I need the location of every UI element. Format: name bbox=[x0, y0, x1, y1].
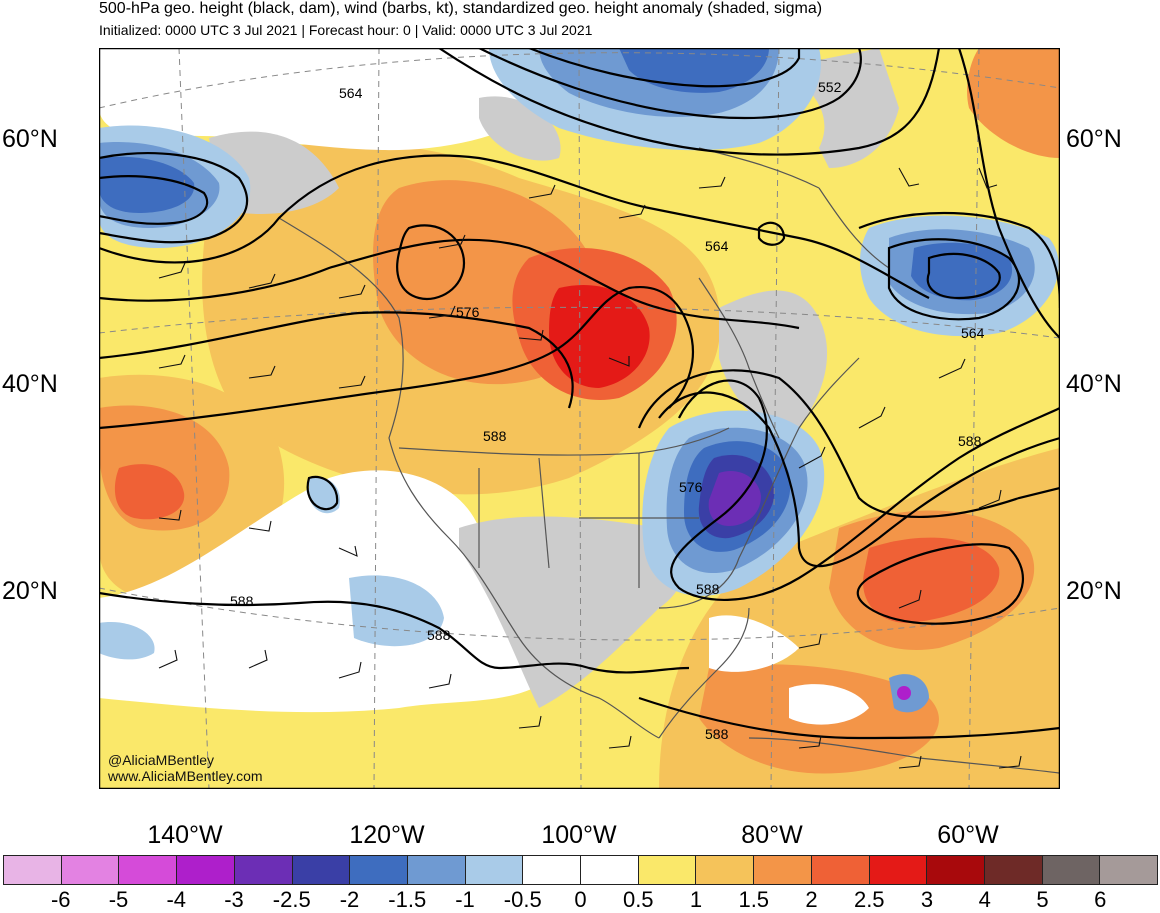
colorbar-tick-label: 5 bbox=[1036, 887, 1049, 912]
wind-barbs bbox=[158, 167, 1022, 769]
colorbar-tick-label: 2 bbox=[805, 887, 818, 912]
lat-label-right: 20°N bbox=[1066, 577, 1122, 605]
lon-label: 80°W bbox=[741, 821, 803, 849]
lat-label-right: 60°N bbox=[1066, 125, 1122, 153]
map-panel: 564 552 564 576 564 588 588 576 588 588 … bbox=[99, 48, 1060, 789]
neutral-anomaly-shading bbox=[99, 48, 869, 725]
contour-label: 588 bbox=[696, 581, 720, 597]
colorbar bbox=[3, 855, 1158, 885]
chart-subtitle: Initialized: 0000 UTC 3 Jul 2021 | Forec… bbox=[99, 22, 593, 38]
colorbar-swatch bbox=[350, 856, 408, 884]
colorbar-swatch bbox=[754, 856, 812, 884]
colorbar-swatch bbox=[465, 856, 524, 884]
colorbar-tick-label: 6 bbox=[1094, 887, 1107, 912]
colorbar-swatch bbox=[1100, 856, 1158, 884]
colorbar-swatch bbox=[292, 856, 351, 884]
colorbar-tick-label: -1.5 bbox=[388, 887, 427, 912]
contour-label: 576 bbox=[456, 304, 480, 320]
colorbar-swatch bbox=[811, 856, 870, 884]
colorbar-swatch bbox=[927, 856, 985, 884]
credit-website: www.AliciaMBentley.com bbox=[108, 768, 263, 784]
colorbar-tick-label: 0.5 bbox=[622, 887, 654, 912]
colorbar-swatch bbox=[1042, 856, 1101, 884]
colorbar-swatch bbox=[177, 856, 235, 884]
contour-label: 588 bbox=[427, 627, 451, 643]
colorbar-swatch bbox=[407, 856, 466, 884]
contour-label: 552 bbox=[818, 79, 842, 95]
contour-labels: 564 552 564 576 564 588 588 576 588 588 … bbox=[230, 79, 985, 742]
contour-label: 588 bbox=[958, 433, 982, 449]
colorbar-swatch bbox=[696, 856, 755, 884]
map-border bbox=[99, 48, 1060, 789]
negative-anomaly-shading bbox=[99, 48, 1059, 713]
colorbar-swatch bbox=[581, 856, 639, 884]
colorbar-tick-label: 0 bbox=[574, 887, 587, 912]
lat-label-left: 60°N bbox=[2, 125, 58, 153]
contour-label: 588 bbox=[705, 726, 729, 742]
colorbar-swatch bbox=[119, 856, 178, 884]
contour-label: 564 bbox=[961, 325, 985, 341]
colorbar-tick-label: -4 bbox=[166, 887, 187, 912]
colorbar-swatch bbox=[638, 856, 697, 884]
colorbar-tick-label: -2 bbox=[339, 887, 360, 912]
colorbar-swatch bbox=[869, 856, 928, 884]
contour-label: 564 bbox=[339, 85, 363, 101]
colorbar-tick-label: -0.5 bbox=[503, 887, 542, 912]
lon-label: 60°W bbox=[937, 821, 999, 849]
colorbar-swatch bbox=[61, 856, 120, 884]
colorbar-swatch bbox=[523, 856, 582, 884]
contour-label: 588 bbox=[230, 593, 254, 609]
credit-handle: @AliciaMBentley bbox=[108, 752, 215, 768]
colorbar-tick-label: 4 bbox=[978, 887, 991, 912]
colorbar-tick-label: -1 bbox=[455, 887, 475, 912]
lat-label-left: 40°N bbox=[2, 370, 58, 398]
colorbar-swatch bbox=[4, 856, 62, 884]
chart-title: 500-hPa geo. height (black, dam), wind (… bbox=[99, 0, 823, 17]
lat-label-left: 20°N bbox=[2, 577, 58, 605]
lon-label: 140°W bbox=[147, 821, 223, 849]
colorbar-tick-label: 1 bbox=[689, 887, 703, 912]
height-contours bbox=[99, 48, 1060, 740]
colorbar-swatch bbox=[984, 856, 1043, 884]
contour-label: 564 bbox=[705, 238, 729, 254]
colorbar-swatch bbox=[234, 856, 293, 884]
colorbar-tick-label: 3 bbox=[920, 887, 934, 912]
lon-label: 100°W bbox=[541, 821, 617, 849]
colorbar-tick-label: -2.5 bbox=[272, 887, 311, 912]
colorbar-tick-label: 2.5 bbox=[853, 887, 885, 912]
colorbar-tick-label: 1.5 bbox=[738, 887, 770, 912]
colorbar-tick-label: -6 bbox=[50, 887, 71, 912]
colorbar-tick-label: -3 bbox=[224, 887, 244, 912]
contour-label: 576 bbox=[679, 479, 703, 495]
anomaly-map: 564 552 564 576 564 588 588 576 588 588 … bbox=[99, 48, 1060, 789]
lon-label: 120°W bbox=[349, 821, 425, 849]
colorbar-tick-label: -5 bbox=[108, 887, 129, 912]
contour-label: 588 bbox=[483, 428, 507, 444]
lat-label-right: 40°N bbox=[1066, 370, 1122, 398]
